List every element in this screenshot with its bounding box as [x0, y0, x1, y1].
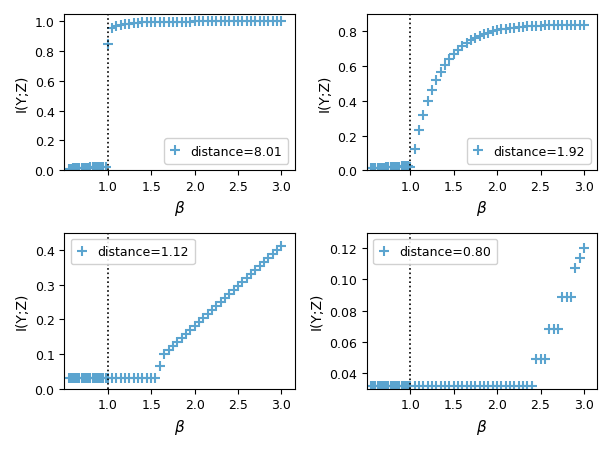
Legend: distance=0.80: distance=0.80	[373, 239, 498, 265]
Y-axis label: I(Y;Z): I(Y;Z)	[15, 292, 29, 330]
Legend: distance=1.92: distance=1.92	[467, 139, 591, 165]
Y-axis label: I(Y;Z): I(Y;Z)	[318, 74, 332, 111]
Legend: distance=1.12: distance=1.12	[70, 239, 195, 265]
Legend: distance=8.01: distance=8.01	[164, 139, 288, 165]
X-axis label: $\beta$: $\beta$	[476, 417, 488, 436]
X-axis label: $\beta$: $\beta$	[476, 199, 488, 218]
X-axis label: $\beta$: $\beta$	[174, 417, 185, 436]
X-axis label: $\beta$: $\beta$	[174, 199, 185, 218]
Y-axis label: I(Y;Z): I(Y;Z)	[15, 74, 29, 111]
Y-axis label: I(Y;Z): I(Y;Z)	[310, 292, 324, 330]
